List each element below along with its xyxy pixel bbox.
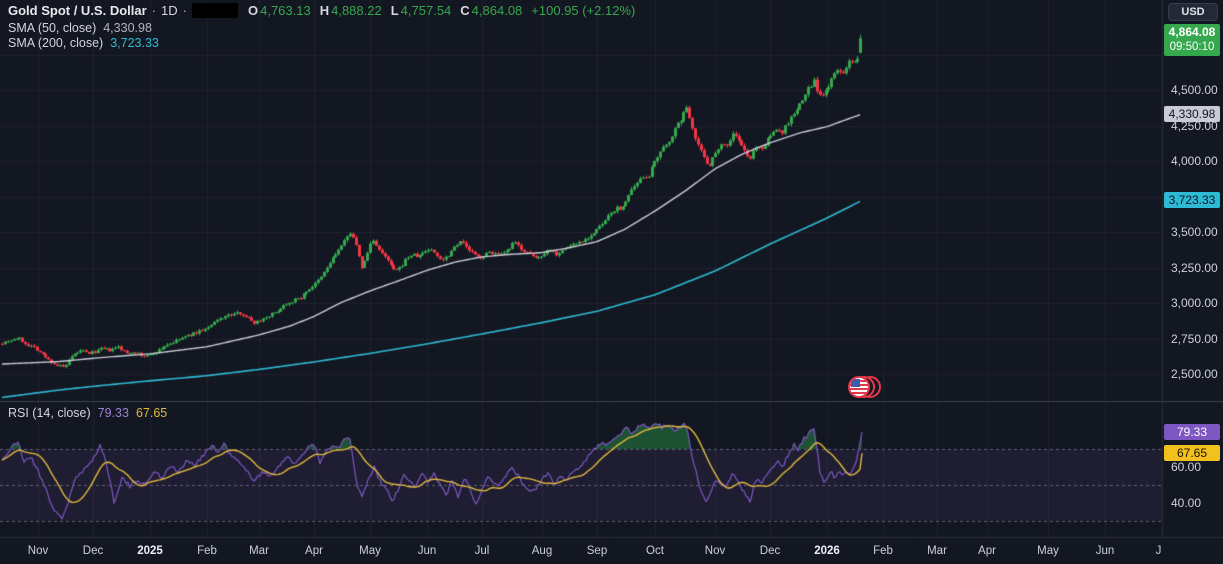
sma50-value: 4,330.98 [103, 21, 152, 35]
symbol-header: Gold Spot / U.S. Dollar · 1D · O 4,763.13… [8, 3, 637, 18]
open-label: O [247, 3, 259, 18]
time-tick-label: Mar [927, 545, 947, 557]
us-economic-event-icon[interactable] [848, 376, 882, 398]
rsi-tick-label: 40.00 [1171, 496, 1202, 510]
low-value: 4,757.54 [400, 3, 452, 18]
price-tick-label: 3,250.00 [1171, 260, 1218, 275]
time-tick-label: May [359, 545, 381, 557]
sma50-legend[interactable]: SMA (50, close) 4,330.98 [8, 21, 152, 35]
time-axis[interactable]: Nov Dec 2025 Feb Mar Apr May Jun Jul Aug Sep Oct Nov… [0, 538, 1162, 564]
change-value: +100.95 (+2.12%) [531, 3, 636, 18]
last-price-value: 4,864.08 [1168, 25, 1216, 40]
sma200-legend[interactable]: SMA (200, close) 3,723.33 [8, 36, 159, 50]
time-tick-label: Sep [586, 545, 608, 557]
price-tick-label: 3,500.00 [1171, 225, 1218, 239]
separator-dot: · [182, 3, 187, 18]
interval-label[interactable]: 1D [161, 3, 178, 18]
time-tick-label: Dec [82, 545, 104, 557]
rsi-value-badge: 79.33 [1164, 424, 1220, 441]
low-label: L [390, 3, 399, 18]
time-tick-label: Dec [759, 545, 781, 557]
symbol-title[interactable]: Gold Spot / U.S. Dollar [8, 3, 147, 18]
last-price-badge: 4,864.08 09:50:10 [1164, 24, 1220, 57]
bar-countdown: 09:50:10 [1169, 41, 1215, 54]
time-tick-label: Oct [646, 545, 664, 557]
rsi-ma-value: 67.65 [135, 406, 168, 420]
time-tick-label: Nov [27, 545, 49, 557]
price-tick-label: 3,000.00 [1171, 296, 1218, 310]
price-axis[interactable]: USD 4,864.08 09:50:10 4,330.98 3,723.33 … [1162, 0, 1223, 538]
sma50-label[interactable]: SMA (50, close) [8, 21, 97, 35]
separator-dot: · [151, 3, 157, 18]
currency-button[interactable]: USD [1168, 3, 1218, 21]
price-tick-label: 2,750.00 [1171, 331, 1218, 346]
time-tick-label: Apr [305, 545, 323, 557]
sma200-price-badge: 3,723.33 [1164, 192, 1220, 209]
time-tick-label: Feb [197, 545, 217, 557]
time-tick-label: Jul [474, 545, 490, 557]
close-value: 4,864.08 [471, 3, 523, 18]
rsi-value: 79.33 [97, 406, 129, 420]
time-tick-label: 2026 [814, 545, 840, 557]
time-tick-label: Aug [531, 545, 553, 557]
high-value: 4,888.22 [331, 3, 382, 18]
time-tick-label: Jun [417, 545, 437, 557]
close-label: C [460, 3, 470, 18]
high-label: H [319, 3, 330, 18]
price-tick-label: 2,500.00 [1171, 367, 1218, 381]
ohlc-values: O 4,763.13 H 4,888.22 L 4,757.54 C 4,864.08 +100… [248, 3, 637, 18]
us-flag-icon [848, 376, 870, 398]
rsi-label[interactable]: RSI (14, close) [8, 406, 91, 420]
rsi-legend[interactable]: RSI (14, close) 79.33 67.65 [8, 406, 167, 420]
price-tick-label: 4,250.00 [1171, 118, 1218, 133]
rsi-ma-value-badge: 67.65 [1164, 445, 1220, 462]
open-value: 4,763.13 [260, 3, 311, 18]
time-tick-label: Apr [978, 545, 996, 557]
rsi-tick-label: 60.00 [1171, 460, 1202, 474]
time-tick-label: 2025 [137, 545, 163, 557]
time-tick-label: Jul [1155, 545, 1162, 557]
time-tick-label: Nov [704, 545, 726, 557]
time-tick-label: Mar [249, 545, 269, 557]
time-tick-label: Jun [1095, 545, 1115, 557]
price-tick-label: 4,000.00 [1171, 154, 1218, 168]
sma200-value: 3,723.33 [110, 36, 159, 50]
time-tick-label: Feb [873, 545, 893, 557]
redacted-exchange-box [191, 3, 238, 18]
price-tick-label: 4,500.00 [1171, 83, 1218, 97]
time-tick-label: May [1037, 545, 1059, 557]
sma50-price-badge: 4,330.98 [1164, 106, 1220, 122]
sma200-label[interactable]: SMA (200, close) [8, 36, 104, 50]
